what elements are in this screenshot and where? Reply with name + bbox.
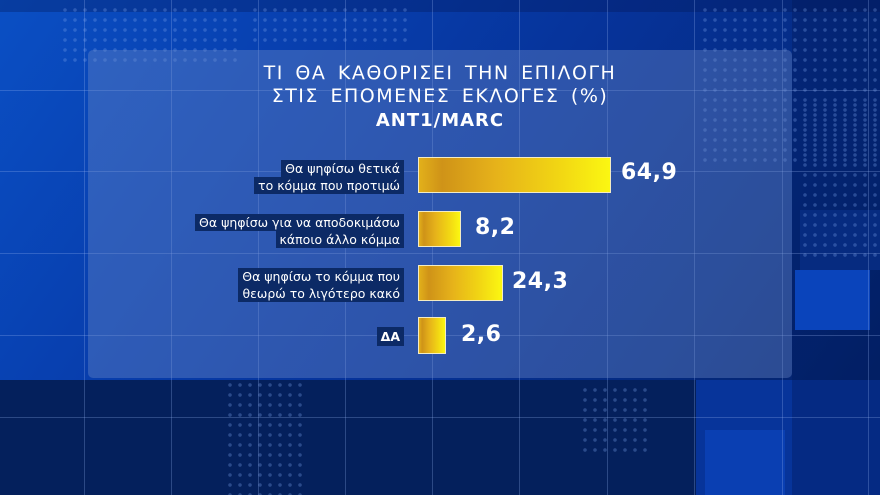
background-block — [0, 0, 880, 12]
bar-label-line: κάποιο άλλο κόμμα — [275, 231, 404, 248]
bar-label-line: Θα ψηφίσω θετικά — [281, 160, 404, 177]
grid-line — [607, 0, 608, 495]
grid-line — [171, 0, 172, 495]
bar-value: 8,2 — [475, 215, 516, 240]
grid-line — [0, 90, 880, 91]
grid-line — [782, 0, 783, 495]
bar — [418, 157, 611, 193]
bar-label: Θα ψηφίσω το κόμμα που θεωρώ το λιγότερο… — [238, 268, 404, 302]
chart-title: ΤΙ ΘΑ ΚΑΘΟΡΙΣΕΙ ΤΗΝ ΕΠΙΛΟΓΗ ΣΤΙΣ ΕΠΟΜΕΝΕ… — [0, 62, 880, 108]
bar-label-line: θεωρώ το λιγότερο κακό — [238, 285, 404, 302]
bar-label: Θα ψηφίσω θετικά το κόμμα που προτιμώ — [254, 160, 404, 194]
chart-source: ANT1/MARC — [375, 110, 505, 131]
grid-line — [694, 0, 695, 495]
dot-pattern — [580, 385, 650, 455]
bar-label-line: το κόμμα που προτιμώ — [254, 177, 404, 194]
bar — [418, 211, 461, 247]
grid-line — [0, 417, 880, 418]
grid-line — [0, 253, 880, 254]
background-block — [795, 270, 870, 330]
grid-line — [519, 0, 520, 495]
bar-label-line: Θα ψηφίσω για να αποδοκιμάσω — [195, 214, 404, 231]
bar-label: Θα ψηφίσω για να αποδοκιμάσω κάποιο άλλο… — [195, 214, 404, 248]
dot-pattern — [800, 100, 880, 260]
grid-line — [84, 0, 85, 495]
grid-line — [868, 0, 869, 495]
bar-label-line: ΔΑ — [376, 327, 404, 346]
dot-pattern — [225, 380, 305, 495]
background-block — [800, 210, 880, 270]
bar — [418, 265, 503, 301]
chart-title-line2: ΣΤΙΣ ΕΠΟΜΕΝΕΣ ΕΚΛΟΓΕΣ (%) — [271, 85, 609, 107]
dot-pattern — [700, 5, 880, 165]
bar-value: 24,3 — [512, 269, 569, 294]
background-block — [705, 430, 785, 495]
chart-title-line1: ΤΙ ΘΑ ΚΑΘΟΡΙΣΕΙ ΤΗΝ ΕΠΙΛΟΓΗ — [263, 62, 617, 84]
bar-value: 2,6 — [461, 322, 502, 347]
grid-line — [258, 0, 259, 495]
bar-label-line: Θα ψηφίσω το κόμμα που — [238, 268, 404, 285]
dot-pattern — [250, 5, 410, 45]
bar-label: ΔΑ — [376, 327, 404, 346]
grid-line — [432, 0, 433, 495]
bar — [418, 317, 446, 354]
dot-pattern — [60, 5, 240, 65]
bar-value: 64,9 — [621, 160, 678, 185]
